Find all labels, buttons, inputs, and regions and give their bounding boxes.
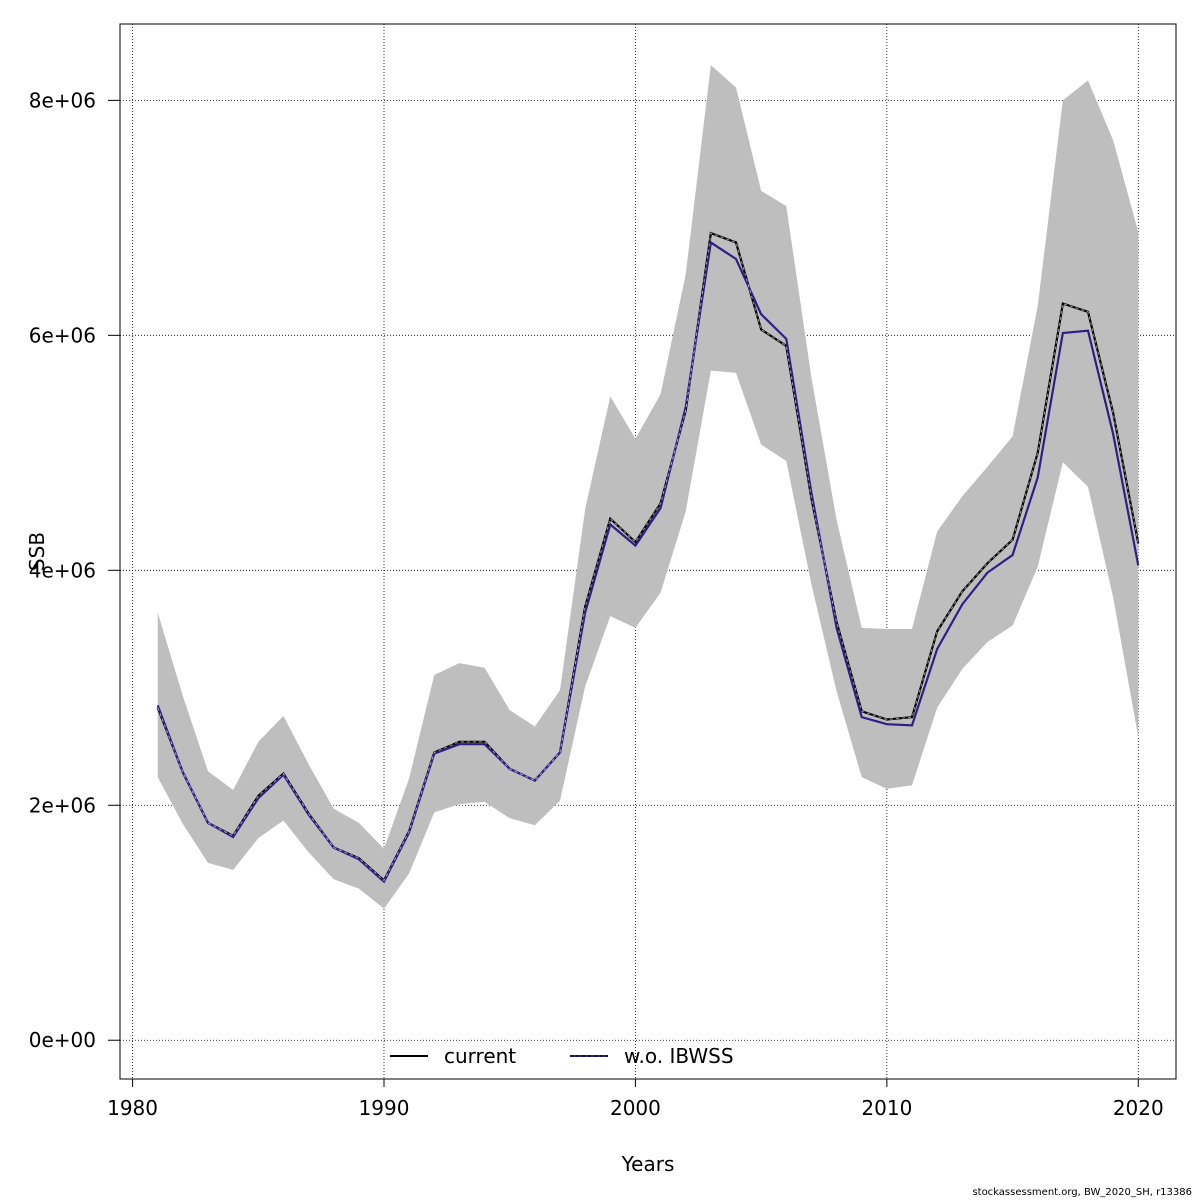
x-tick-label: 1990 (359, 1096, 410, 1120)
confidence-band-layer (157, 65, 1139, 909)
y-tick-label: 4e+06 (29, 558, 96, 582)
y-tick-label: 6e+06 (29, 323, 96, 347)
x-tick-label: 2010 (861, 1096, 912, 1120)
confidence-band (157, 65, 1139, 909)
y-axis-label: SSB (25, 532, 49, 571)
series-layer (156, 231, 1140, 884)
plot-frame (119, 23, 1177, 1080)
x-tick-label: 1980 (107, 1096, 158, 1120)
y-tick-label: 2e+06 (29, 793, 96, 817)
y-axis: 0e+00 2e+06 4e+06 6e+06 8e+06 (29, 88, 120, 1052)
x-axis-label: Years (621, 1152, 675, 1176)
legend: current w.o. IBWSS (390, 1044, 734, 1068)
x-tick-label: 2000 (610, 1096, 661, 1120)
series-line-wo-ibwss (156, 240, 1140, 884)
y-tick-label: 8e+06 (29, 88, 96, 112)
legend-label-wo-ibwss: w.o. IBWSS (624, 1044, 734, 1068)
x-tick-label: 2020 (1113, 1096, 1164, 1120)
x-axis: 1980 1990 2000 2010 2020 (107, 1079, 1164, 1120)
y-tick-label: 0e+00 (29, 1028, 96, 1052)
footer-source-note: stockassessment.org, BW_2020_SH, r13386 (972, 1187, 1192, 1198)
legend-label-current: current (444, 1044, 516, 1068)
